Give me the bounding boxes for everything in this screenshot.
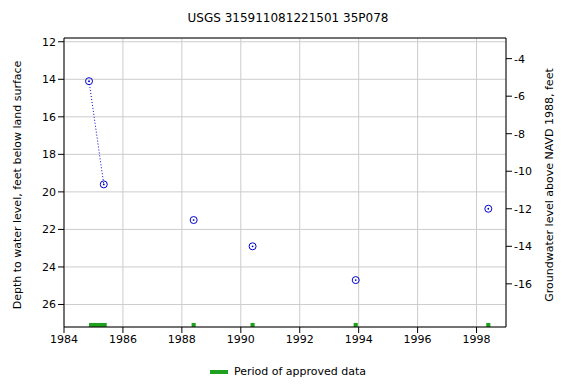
svg-text:1990: 1990 <box>227 333 255 346</box>
svg-text:26: 26 <box>42 298 56 311</box>
svg-text:14: 14 <box>42 73 56 86</box>
svg-text:20: 20 <box>42 186 56 199</box>
svg-text:-10: -10 <box>514 165 532 178</box>
svg-text:1996: 1996 <box>404 333 432 346</box>
svg-text:1998: 1998 <box>463 333 491 346</box>
svg-text:22: 22 <box>42 223 56 236</box>
html-text:Groundwater level above NAVD 1: Groundwater level above NAVD 1988, feet <box>542 68 556 302</box>
svg-text:-8: -8 <box>514 128 525 141</box>
html-text:USGS 315911081221501 35P078: USGS 315911081221501 35P078 <box>187 11 389 25</box>
svg-text:1994: 1994 <box>345 333 373 346</box>
html-text:Period of approved data: Period of approved data <box>233 365 367 378</box>
svg-text:16: 16 <box>42 111 56 124</box>
svg-text:1986: 1986 <box>109 333 137 346</box>
svg-text:1988: 1988 <box>168 333 196 346</box>
html-text:Depth to water level, feet bel: Depth to water level, feet below land su… <box>10 60 24 310</box>
svg-text:-6: -6 <box>514 90 525 103</box>
svg-text:12: 12 <box>42 36 56 49</box>
svg-text:-4: -4 <box>514 53 525 66</box>
svg-text:-14: -14 <box>514 240 532 253</box>
svg-text:18: 18 <box>42 148 56 161</box>
svg-text:1984: 1984 <box>50 333 78 346</box>
svg-text:-16: -16 <box>514 278 532 291</box>
svg-text:24: 24 <box>42 261 56 274</box>
svg-text:1992: 1992 <box>286 333 314 346</box>
svg-text:-12: -12 <box>514 203 532 216</box>
